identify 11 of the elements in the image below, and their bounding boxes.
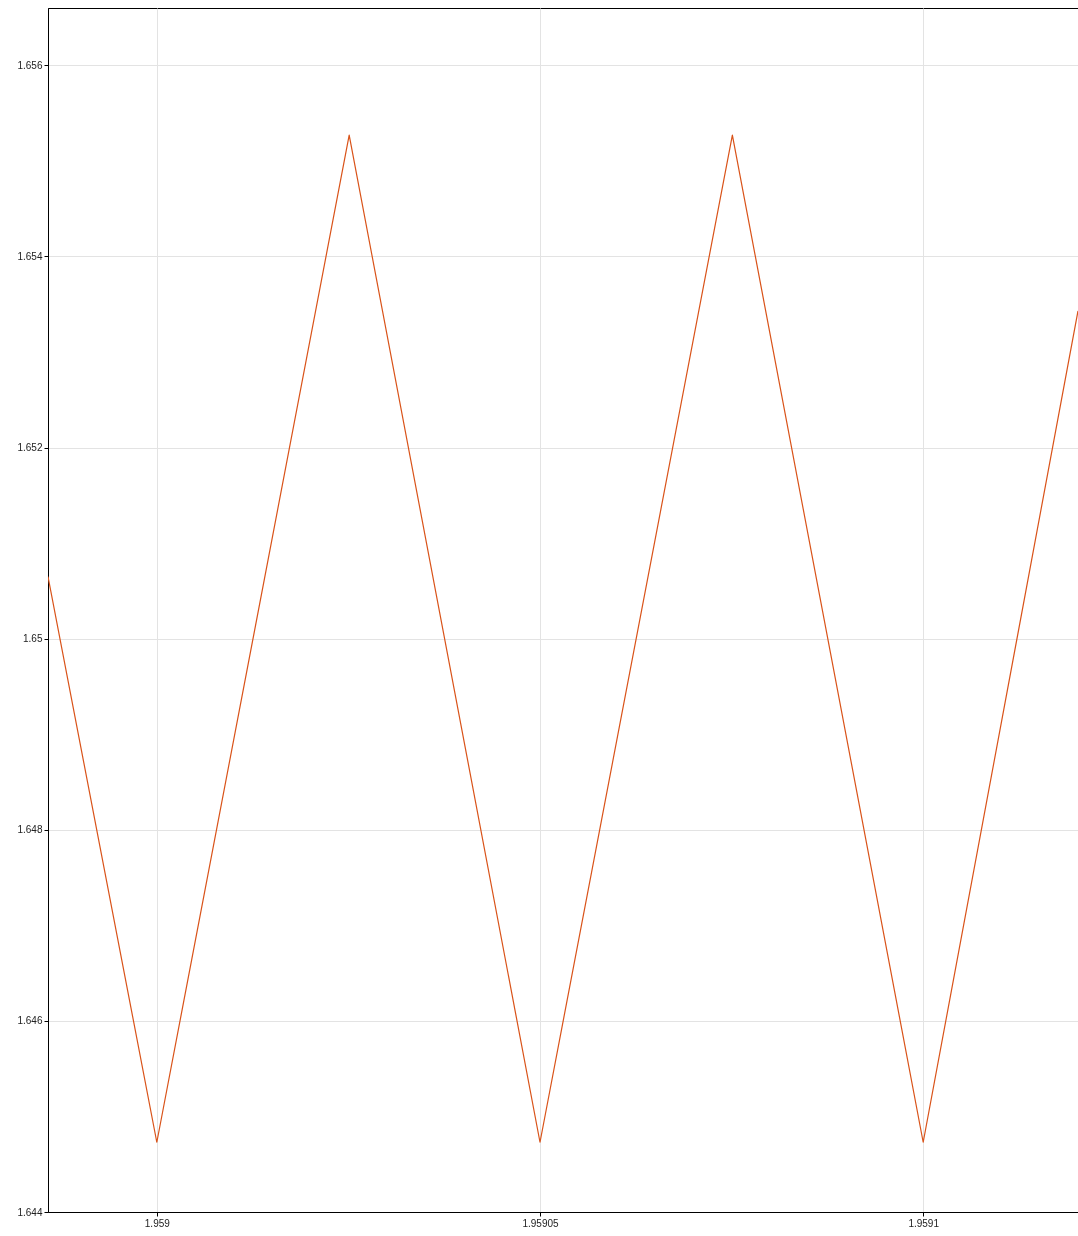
x-tick-label: 1.9591 xyxy=(908,1217,940,1229)
x-tick-label: 1.95905 xyxy=(522,1217,560,1229)
y-tick-label: 1.646 xyxy=(17,1015,43,1027)
y-tick-label: 1.652 xyxy=(17,442,43,454)
x-tick-label: 1.959 xyxy=(144,1217,171,1229)
y-tick-label: 1.654 xyxy=(17,250,43,262)
y-tick-label: 1.65 xyxy=(23,633,43,645)
y-tick-label: 1.644 xyxy=(17,1206,43,1218)
y-tick-label: 1.656 xyxy=(17,59,43,71)
y-tick-label: 1.648 xyxy=(17,824,43,836)
line-series xyxy=(48,134,1078,1143)
